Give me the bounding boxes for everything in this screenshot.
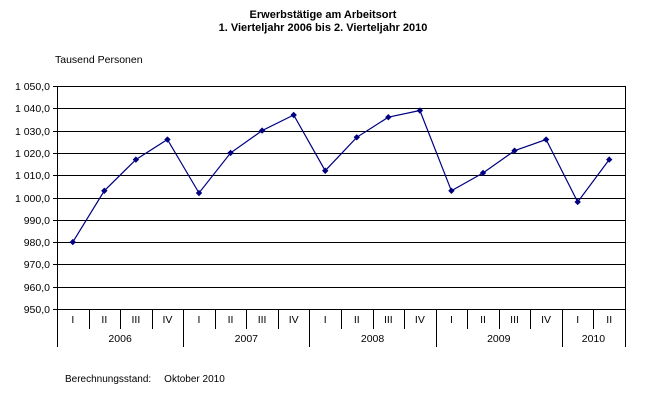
series-line: [72, 109, 610, 243]
data-point-marker: [132, 156, 140, 163]
data-point-marker: [258, 127, 266, 134]
data-point-marker: [101, 187, 108, 195]
quarter-label: II: [354, 314, 360, 326]
y-tick-label: 1 050,0: [15, 81, 50, 93]
quarter-label: III: [384, 314, 393, 326]
quarter-label: II: [606, 314, 612, 326]
data-point-marker: [542, 136, 550, 143]
data-point-marker: [385, 114, 392, 121]
y-tick-label: 980,0: [24, 237, 50, 249]
data-point-marker: [195, 189, 203, 197]
data-point-marker: [353, 134, 360, 141]
y-tick-label: 1 000,0: [15, 193, 50, 205]
quarter-label: II: [228, 314, 234, 326]
chart-subtitle: 1. Vierteljahr 2006 bis 2. Vierteljahr 2…: [218, 22, 428, 34]
year-label: 2007: [235, 333, 259, 345]
y-tick-label: 1 030,0: [15, 126, 50, 138]
data-point-marker: [479, 169, 487, 177]
y-tick-label: 990,0: [24, 215, 50, 227]
chart-title: Erwerbstätige am Arbeitsort: [249, 9, 397, 21]
y-tick-label: 1 040,0: [15, 103, 50, 115]
quarter-label: II: [101, 314, 107, 326]
year-label: 2008: [361, 333, 385, 345]
footer-note: Berechnungsstand: Oktober 2010: [65, 374, 225, 385]
year-label: 2010: [582, 333, 606, 345]
quarter-label: III: [510, 314, 519, 326]
y-axis-unit-label: Tausend Personen: [55, 54, 143, 66]
data-point-marker: [416, 107, 424, 114]
data-point-marker: [69, 238, 76, 246]
data-point-marker: [322, 167, 329, 174]
footer-value: Oktober 2010: [164, 374, 225, 385]
y-tick-label: 1 020,0: [15, 148, 50, 160]
quarter-label: IV: [162, 314, 172, 326]
quarter-label: IV: [541, 314, 551, 326]
quarter-label: III: [258, 314, 267, 326]
y-tick-label: 960,0: [24, 282, 50, 294]
chart-title-block: Erwerbstätige am Arbeitsort 1. Viertelja…: [0, 9, 646, 35]
y-tick-label: 1 010,0: [15, 170, 50, 182]
quarter-label: I: [71, 314, 74, 326]
quarter-label: I: [576, 314, 579, 326]
quarter-label: III: [132, 314, 141, 326]
quarter-label: IV: [289, 314, 299, 326]
data-point-marker: [227, 149, 234, 157]
y-tick-label: 970,0: [24, 259, 50, 271]
y-tick-label: 950,0: [24, 304, 50, 316]
data-point-marker: [448, 187, 455, 195]
quarter-label: IV: [415, 314, 425, 326]
year-label: 2009: [487, 333, 511, 345]
footer-label: Berechnungsstand:: [65, 374, 152, 385]
quarter-label: I: [198, 314, 201, 326]
year-label: 2006: [108, 333, 132, 345]
quarter-label: I: [324, 314, 327, 326]
data-point-marker: [511, 147, 518, 154]
data-point-marker: [290, 111, 297, 119]
data-point-marker: [574, 198, 581, 206]
quarter-label: I: [450, 314, 453, 326]
quarter-label: II: [480, 314, 486, 326]
data-point-marker: [164, 136, 171, 143]
data-point-marker: [606, 156, 613, 163]
